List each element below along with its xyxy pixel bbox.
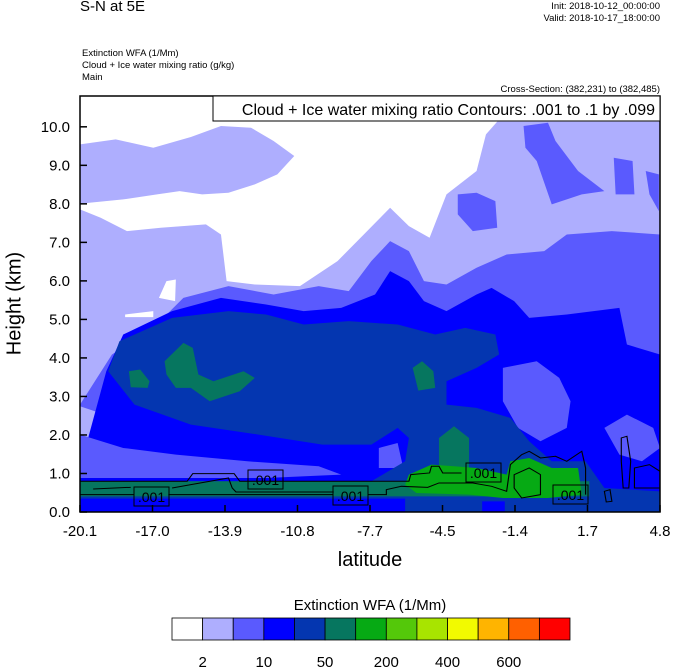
colorbar-label: 600 [496,654,521,668]
colorbar-swatch [477,617,510,641]
x-tick-label: 1.7 [577,523,598,540]
colorbar-swatch [294,617,326,641]
level-100 [405,457,582,498]
contour-line [80,450,587,496]
x-tick-label: -13.9 [208,523,242,540]
level-white-blob [125,279,176,318]
colorbar-swatch [202,617,234,641]
init-time: Init: 2018-10-12_00:00:00 [551,1,660,12]
colorbar-label: 2 [198,654,206,668]
main-title: S-N at 5E [80,0,146,15]
contour-line [80,465,462,482]
colorbar-label: 400 [435,654,460,668]
contour-label: .001 [252,472,279,488]
axes: -20.1 -17.0 -13.9 -10.8 -7.7 -4.5 -1.4 1.7 4.8 0.… [41,119,671,540]
y-tick-label: 8.0 [49,196,70,213]
x-tick-label: -17.0 [135,523,169,540]
field-label-extinction: Extinction WFA (1/Mm) [82,48,179,59]
colorbar-swatch [232,617,265,641]
colorbar-swatch [263,617,295,641]
y-tick-label: 6.0 [49,273,70,290]
x-tick-label: 4.8 [650,523,671,540]
y-axis-label: Height (km) [3,251,26,356]
x-tick-label: -4.5 [430,523,456,540]
level-2-top [80,126,295,205]
colorbar-swatch [385,617,418,641]
colorbar-swatch [538,617,571,641]
x-tick-label: -7.7 [357,523,383,540]
contour-label-box [247,469,284,490]
y-tick-label: 0.0 [49,504,70,521]
contour-label: .001 [557,487,584,503]
cloud-ice-contours [80,435,660,503]
contour-label-box [552,484,589,505]
level-10-bottom [80,498,505,512]
colorbar-title: Extinction WFA (1/Mm) [293,597,447,614]
contour-legend-box [212,95,661,122]
cross-section-label: Cross-Section: (382,231) to (382,485) [500,84,660,95]
contour-line [93,477,334,493]
x-tick-label: -20.1 [63,523,97,540]
level-50 [80,342,590,497]
colorbar-swatch [508,617,540,641]
valid-time: Valid: 2018-10-17_18:00:00 [543,13,660,24]
contour-line [513,435,660,503]
x-tick-label: -1.4 [502,523,528,540]
y-tick-label: 10.0 [41,119,70,136]
colorbar-swatch [324,617,357,641]
colorbar-swatch [416,617,448,641]
y-tick-label: 3.0 [49,388,70,405]
field-label-cloud: Cloud + Ice water mixing ratio (g/kg) [82,60,235,71]
contour-legend-text: Cloud + Ice water mixing ratio Contours:… [242,102,655,119]
contour-label-box [133,486,170,507]
y-tick-label: 1.0 [49,465,70,482]
colorbar-label: 50 [317,654,334,668]
y-tick-label: 7.0 [49,234,70,251]
y-tick-label: 5.0 [49,311,70,328]
colorbar-swatch [355,617,387,641]
contour-label: .001 [138,489,165,505]
contour-label: .001 [337,488,364,504]
contour-label-box [465,462,502,483]
x-axis-label: latitude [337,549,403,571]
level-5-lower-blob [378,442,404,468]
colorbar-swatch [447,617,479,641]
level-5-lower [80,361,660,478]
colorbar-swatch [171,617,204,641]
y-tick-label: 4.0 [49,350,70,367]
contour-label-box [332,485,369,506]
y-tick-label: 2.0 [49,427,70,444]
colorbar-label: 200 [374,654,399,668]
colorbar-label: 10 [256,654,273,668]
y-tick-label: 9.0 [49,157,70,174]
contour-labels: .001 .001 .001 .001 .001 [133,462,589,507]
field-label-main: Main [82,72,103,83]
colorbar: 2 10 50 200 400 600 [171,617,571,668]
contour-label: .001 [470,465,497,481]
x-tick-label: -10.8 [280,523,314,540]
